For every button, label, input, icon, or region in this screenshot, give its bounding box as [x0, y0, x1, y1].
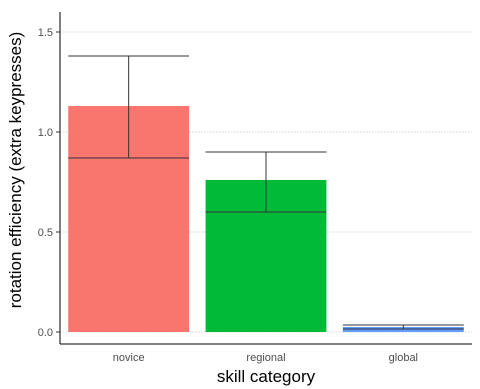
y-tick-label: 1.5 — [38, 27, 53, 39]
x-axis-title: skill category — [217, 367, 316, 386]
bars — [68, 106, 464, 332]
x-tick-label: novice — [113, 352, 145, 364]
x-tick-label: regional — [246, 352, 285, 364]
error-bars — [68, 55, 464, 330]
y-tick-label: 0.0 — [38, 327, 53, 339]
x-axis-ticks: novice regional global — [113, 352, 418, 364]
y-axis-ticks: 0.0 0.5 1.0 1.5 — [38, 27, 60, 339]
y-tick-label: 1.0 — [38, 127, 53, 139]
y-tick-label: 0.5 — [38, 227, 53, 239]
x-tick-label: global — [389, 352, 418, 364]
y-axis-title: rotation efficiency (extra keypresses) — [6, 32, 25, 309]
